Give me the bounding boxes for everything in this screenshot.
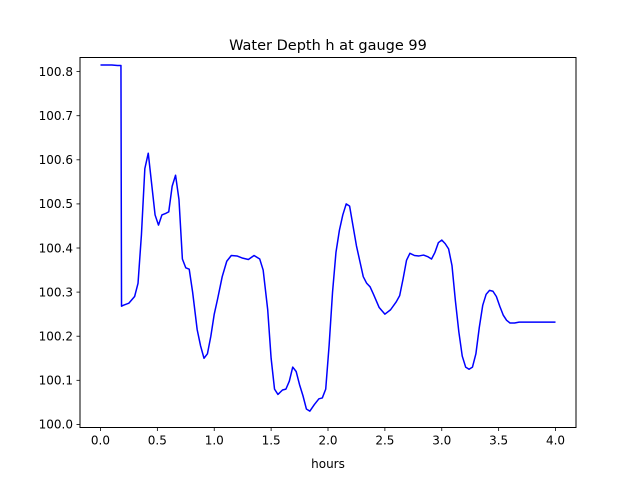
y-tick-label: 100.3 — [39, 285, 73, 299]
x-tick-label: 1.0 — [205, 434, 224, 448]
x-tick-label: 2.5 — [375, 434, 394, 448]
series-line-0 — [100, 64, 556, 412]
y-axis: 100.0 100.1 100.2 100.3 100.4 100.5 100.6 100.7… — [39, 65, 80, 432]
y-tick-label: 100.7 — [39, 109, 73, 123]
y-tick-label: 100.0 — [39, 418, 73, 432]
y-tick-label: 100.6 — [39, 153, 73, 167]
x-tick-label: 3.0 — [432, 434, 451, 448]
chart-title: Water Depth h at gauge 99 — [229, 38, 427, 54]
data-layer — [100, 64, 556, 412]
y-tick-label: 100.2 — [39, 330, 73, 344]
x-tick-label: 1.5 — [262, 434, 281, 448]
y-tick-label: 100.1 — [39, 374, 73, 388]
x-tick-label: 4.0 — [546, 434, 565, 448]
x-tick-label: 0.5 — [148, 434, 167, 448]
x-axis: 0.0 0.5 1.0 1.5 2.0 2.5 3.0 3.5 4.0 — [91, 427, 565, 448]
x-axis-label: hours — [311, 457, 345, 471]
x-tick-label: 0.0 — [91, 434, 110, 448]
y-tick-label: 100.8 — [39, 65, 73, 79]
x-tick-label: 3.5 — [489, 434, 508, 448]
y-tick-label: 100.5 — [39, 197, 73, 211]
x-tick-label: 2.0 — [318, 434, 337, 448]
y-tick-label: 100.4 — [39, 241, 73, 255]
